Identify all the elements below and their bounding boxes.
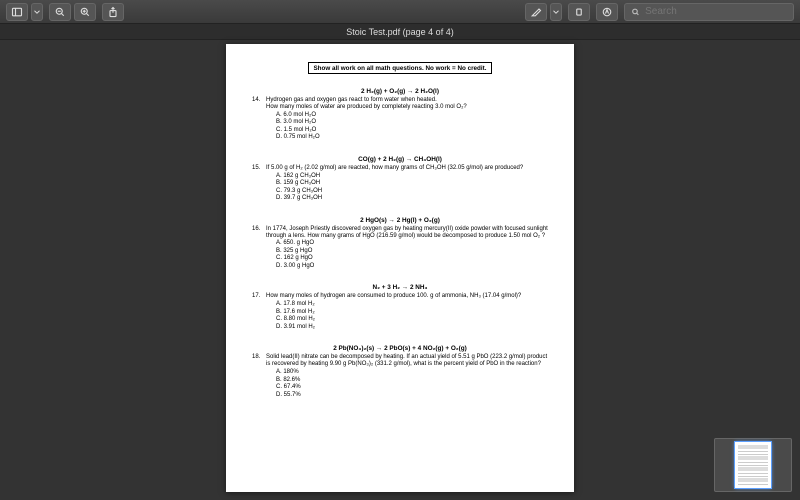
question-number: 17. (252, 293, 266, 300)
choice-c: C. 1.5 mol H₂O (276, 127, 548, 135)
choice-c: C. 79.3 g CH₃OH (276, 188, 548, 196)
share-button[interactable] (102, 3, 124, 21)
rotate-button[interactable] (568, 3, 590, 21)
markup-icon (601, 6, 613, 18)
choice-b: B. 17.6 mol H₂ (276, 309, 548, 317)
zoom-out-button[interactable] (49, 3, 71, 21)
chevron-down-icon (32, 6, 42, 18)
share-icon (107, 6, 119, 18)
choice-d: D. 3.00 g HgO (276, 263, 548, 271)
search-field[interactable] (624, 3, 794, 21)
equation-14: 2 H₂(g) + O₂(g) → 2 H₂O(l) (252, 88, 548, 95)
pen-icon (530, 6, 542, 18)
choice-a: A. 180% (276, 369, 548, 377)
question-text: How many moles of hydrogen are consumed … (266, 293, 548, 300)
question-14: 14. Hydrogen gas and oxygen gas react to… (252, 97, 548, 111)
rotate-icon (573, 6, 585, 18)
zoom-in-button[interactable] (74, 3, 96, 21)
question-17: 17. How many moles of hydrogen are consu… (252, 293, 548, 300)
choice-d: D. 39.7 g CH₃OH (276, 195, 548, 203)
equation-17: N₂ + 3 H₂ → 2 NH₃ (252, 284, 548, 291)
choice-a: A. 6.0 mol H₂O (276, 112, 548, 120)
question-number: 18. (252, 354, 266, 368)
equation-16: 2 HgO(s) → 2 Hg(l) + O₂(g) (252, 217, 548, 224)
window-titlebar: Stoic Test.pdf (page 4 of 4) (0, 24, 800, 40)
choice-a: A. 650. g HgO (276, 240, 548, 248)
page-thumbnail-panel[interactable] (714, 438, 792, 492)
choice-d: D. 0.75 mol H₂O (276, 134, 548, 142)
pdf-page: Show all work on all math questions. No … (226, 44, 574, 492)
sidebar-dropdown-button[interactable] (31, 3, 43, 21)
question-text: If 5.00 g of H₂ (2.02 g/mol) are reacted… (266, 165, 548, 172)
window-title: Stoic Test.pdf (page 4 of 4) (346, 27, 453, 37)
choice-b: B. 82.6% (276, 377, 548, 385)
chevron-down-icon (551, 6, 561, 18)
question-16: 16. In 1774, Joseph Priestly discovered … (252, 226, 548, 240)
instruction-box: Show all work on all math questions. No … (308, 62, 491, 74)
toolbar-left-group (6, 3, 43, 21)
sidebar-toggle-button[interactable] (6, 3, 28, 21)
choices-18: A. 180% B. 82.6% C. 67.4% D. 55.7% (276, 369, 548, 399)
question-text-2: How many moles of water are produced by … (266, 104, 467, 110)
choices-17: A. 17.8 mol H₂ B. 17.6 mol H₂ C. 8.80 mo… (276, 301, 548, 331)
choice-c: C. 67.4% (276, 384, 548, 392)
highlight-button[interactable] (525, 3, 547, 21)
choice-c: C. 8.80 mol H₂ (276, 316, 548, 324)
toolbar-right-group (525, 3, 562, 21)
question-number: 14. (252, 97, 266, 111)
choice-c: C. 162 g HgO (276, 255, 548, 263)
question-number: 16. (252, 226, 266, 240)
choices-15: A. 162 g CH₃OH B. 159 g CH₃OH C. 79.3 g … (276, 173, 548, 203)
choice-d: D. 3.91 mol H₂ (276, 324, 548, 332)
highlight-dropdown-button[interactable] (550, 3, 562, 21)
document-viewport[interactable]: Show all work on all math questions. No … (0, 40, 800, 500)
search-input[interactable] (645, 6, 787, 17)
equation-18: 2 Pb(NO₃)₂(s) → 2 PbO(s) + 4 NO₂(g) + O₂… (252, 345, 548, 352)
question-text: In 1774, Joseph Priestly discovered oxyg… (266, 226, 548, 240)
zoom-in-icon (79, 6, 91, 18)
question-text: Solid lead(II) nitrate can be decomposed… (266, 354, 548, 368)
choices-14: A. 6.0 mol H₂O B. 3.0 mol H₂O C. 1.5 mol… (276, 112, 548, 142)
search-icon (631, 7, 640, 17)
sidebar-icon (11, 6, 23, 18)
question-18: 18. Solid lead(II) nitrate can be decomp… (252, 354, 548, 368)
choice-b: B. 325 g HgO (276, 248, 548, 256)
zoom-group (49, 3, 96, 21)
choice-b: B. 3.0 mol H₂O (276, 119, 548, 127)
thumbnail-page-4[interactable] (735, 442, 771, 488)
choice-a: A. 162 g CH₃OH (276, 173, 548, 181)
question-15: 15. If 5.00 g of H₂ (2.02 g/mol) are rea… (252, 165, 548, 172)
choice-d: D. 55.7% (276, 392, 548, 400)
choices-16: A. 650. g HgO B. 325 g HgO C. 162 g HgO … (276, 240, 548, 270)
question-number: 15. (252, 165, 266, 172)
zoom-out-icon (54, 6, 66, 18)
toolbar (0, 0, 800, 24)
choice-b: B. 159 g CH₃OH (276, 180, 548, 188)
markup-button[interactable] (596, 3, 618, 21)
choice-a: A. 17.8 mol H₂ (276, 301, 548, 309)
question-text: Hydrogen gas and oxygen gas react to for… (266, 97, 437, 103)
equation-15: CO(g) + 2 H₂(g) → CH₃OH(l) (252, 156, 548, 163)
